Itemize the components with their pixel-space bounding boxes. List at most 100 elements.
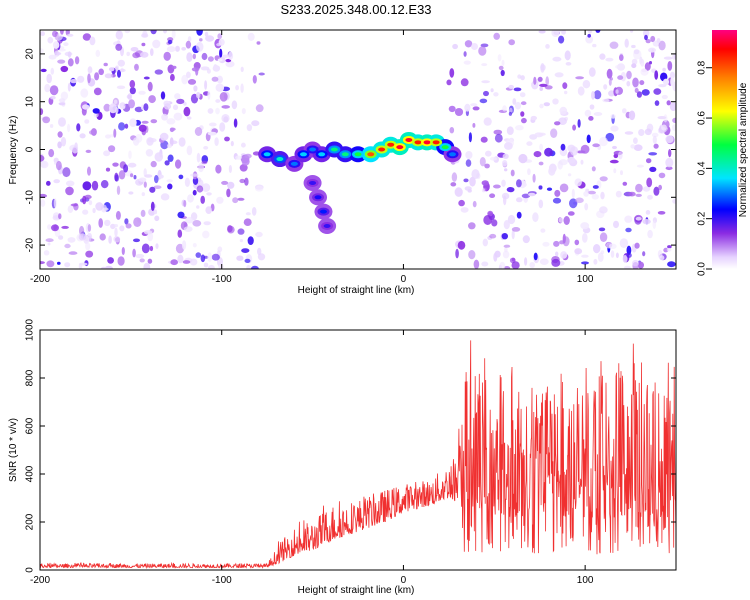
- heatmap-noise-cell: [511, 229, 515, 240]
- heatmap-noise-cell: [129, 87, 136, 95]
- heatmap-noise-cell: [85, 149, 92, 153]
- heatmap-noise-cell: [563, 216, 570, 225]
- heatmap-x-tick-label: 0: [401, 274, 407, 285]
- heatmap-noise-cell: [129, 80, 136, 89]
- heatmap-noise-cell: [119, 68, 126, 72]
- heatmap-noise-cell: [257, 253, 266, 261]
- heatmap-noise-cell: [67, 237, 76, 243]
- heatmap-x-tick-label: -100: [212, 274, 232, 285]
- heatmap-noise-cell: [196, 205, 200, 209]
- heatmap-noise-cell: [247, 32, 255, 42]
- heatmap-noise-cell: [493, 92, 499, 97]
- heatmap-noise-cell: [203, 146, 209, 150]
- heatmap-noise-cell: [170, 259, 178, 266]
- heatmap-noise-cell: [540, 63, 545, 73]
- signal-ridge-point: [330, 147, 338, 152]
- heatmap-noise-cell: [167, 64, 175, 74]
- heatmap-noise-cell: [635, 216, 642, 221]
- heatmap-noise-cell: [608, 243, 617, 250]
- heatmap-noise-cell: [177, 229, 183, 238]
- heatmap-noise-cell: [196, 30, 203, 36]
- heatmap-noise-cell: [225, 58, 232, 63]
- heatmap-noise-cell: [226, 188, 231, 198]
- heatmap-noise-cell: [94, 72, 100, 81]
- heatmap-noise-cell: [649, 166, 657, 172]
- heatmap-noise-cell: [134, 63, 139, 71]
- heatmap-noise-cell: [470, 103, 478, 107]
- heatmap-noise-cell: [642, 251, 646, 257]
- heatmap-noise-cell: [182, 260, 191, 264]
- heatmap-noise-cell: [57, 141, 62, 149]
- snr-frame: [39, 329, 677, 571]
- heatmap-noise-cell: [49, 124, 54, 128]
- heatmap-noise-cell: [177, 211, 185, 219]
- heatmap-noise-cell: [666, 248, 672, 252]
- heatmap-noise-cell: [518, 153, 528, 164]
- heatmap-noise-cell: [615, 190, 622, 198]
- heatmap-noise-cell: [605, 132, 615, 142]
- heatmap-noise-cell: [449, 68, 455, 78]
- heatmap-noise-cell: [519, 92, 526, 98]
- heatmap-noise-cell: [204, 80, 208, 90]
- heatmap-noise-cell: [574, 178, 582, 187]
- heatmap-noise-cell: [657, 116, 667, 120]
- colorbar-tick-label: 0.0: [697, 262, 708, 276]
- heatmap-noise-cell: [499, 261, 506, 269]
- heatmap-noise-cell: [584, 109, 592, 117]
- heatmap-noise-cell: [99, 233, 106, 241]
- heatmap-noise-cell: [626, 252, 632, 258]
- heatmap-noise-cell: [533, 76, 537, 85]
- heatmap-noise-cell: [57, 261, 61, 265]
- heatmap-noise-cell: [502, 153, 509, 159]
- heatmap-noise-cell: [89, 36, 96, 46]
- heatmap-noise-cell: [644, 128, 652, 136]
- colorbar-tick-label: 0.2: [697, 211, 708, 225]
- signal-ridge-point: [423, 140, 431, 145]
- heatmap-y-label: Frequency (Hz): [8, 116, 19, 185]
- heatmap-noise-cell: [639, 80, 645, 86]
- signal-ridge-point: [341, 152, 349, 157]
- heatmap-noise-cell: [504, 247, 508, 253]
- heatmap-noise-cell: [46, 260, 55, 268]
- heatmap-noise-cell: [244, 153, 252, 159]
- heatmap-noise-cell: [115, 43, 123, 51]
- heatmap-noise-cell: [257, 247, 262, 256]
- heatmap-noise-cell: [166, 46, 176, 53]
- heatmap-noise-cell: [128, 162, 137, 168]
- heatmap-noise-cell: [521, 193, 531, 199]
- heatmap-noise-cell: [635, 183, 643, 193]
- heatmap-noise-cell: [150, 48, 154, 56]
- heatmap-noise-cell: [207, 56, 214, 62]
- heatmap-noise-cell: [545, 76, 549, 87]
- heatmap-noise-cell: [205, 206, 212, 215]
- heatmap-noise-cell: [239, 164, 248, 172]
- heatmap-noise-cell: [587, 33, 591, 38]
- heatmap-noise-cell: [228, 51, 234, 61]
- heatmap-noise-cell: [67, 123, 71, 133]
- heatmap-noise-cell: [460, 78, 469, 87]
- heatmap-noise-cell: [559, 106, 568, 115]
- heatmap-noise-cell: [101, 266, 107, 269]
- heatmap-noise-cell: [124, 123, 129, 129]
- heatmap-noise-cell: [619, 54, 624, 61]
- heatmap-noise-cell: [617, 75, 624, 80]
- heatmap-noise-cell: [464, 40, 473, 48]
- heatmap-noise-cell: [164, 160, 170, 166]
- heatmap-noise-cell: [575, 197, 584, 204]
- heatmap-noise-cell: [539, 143, 543, 151]
- heatmap-noise-cell: [104, 73, 113, 79]
- heatmap-noise-cell: [55, 52, 62, 56]
- heatmap-noise-cell: [538, 185, 543, 190]
- heatmap-noise-cell: [670, 77, 674, 87]
- heatmap-noise-cell: [207, 90, 211, 100]
- heatmap-noise-cell: [633, 49, 640, 55]
- heatmap-noise-cell: [160, 91, 166, 100]
- heatmap-noise-cell: [247, 236, 254, 246]
- snr-x-tick-label: -200: [30, 575, 50, 586]
- heatmap-noise-cell: [159, 132, 169, 141]
- colorbar-label: Normalized spectral amplitude: [738, 82, 749, 217]
- heatmap-noise-cell: [66, 33, 74, 37]
- heatmap-noise-cell: [628, 110, 636, 121]
- heatmap-noise-cell: [203, 262, 209, 268]
- heatmap-noise-cell: [258, 72, 265, 76]
